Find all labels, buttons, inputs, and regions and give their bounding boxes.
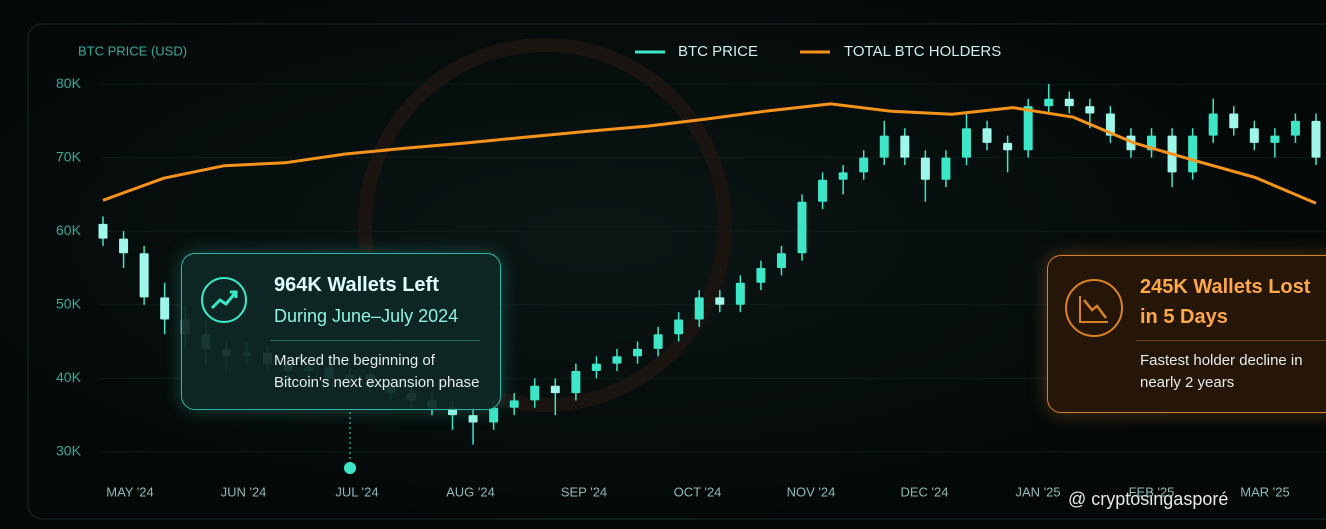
candle-body [1044,98,1054,107]
candle-body [838,172,848,180]
candle-body [1249,128,1259,143]
candle-body [941,157,951,180]
callout-line: Fastest holder decline in [1140,352,1303,369]
bitcoin-watermark [358,38,732,412]
candle-body [591,363,601,371]
candle-body [1311,120,1321,158]
candle-body [98,223,108,239]
candle-body [735,282,745,305]
candle-body [571,371,581,394]
candle-body [1229,113,1239,129]
candle-body [1188,135,1198,173]
callout-title: 964K Wallets Left [274,274,439,296]
candle-body [797,201,807,254]
holders-line [102,102,1317,205]
y-tick-label: 50K [56,295,82,311]
candle-body [1290,120,1300,136]
decline-icon [1065,279,1123,337]
candle-body [776,253,786,268]
callout-subtitle: During June–July 2024 [274,306,459,326]
candle-body [694,297,704,320]
candle-body [818,179,828,202]
candle-body [468,415,478,423]
y-axis-title: BTC PRICE (USD) [78,43,187,58]
candle-body [160,297,170,320]
candle-body [756,268,766,283]
candle-body [509,400,519,408]
callout-line: Marked the beginning of [274,352,435,369]
candle-body [1023,106,1033,151]
candle-body [1105,113,1115,136]
candle-body [139,253,149,298]
candle-body [920,157,930,180]
candle-body [674,319,684,335]
candle-body [1208,113,1218,136]
candle-body [653,334,663,349]
candle-body [1003,142,1013,151]
x-tick-label: SEP '24 [561,484,607,499]
callout-line: Bitcoin's next expansion phase [274,374,480,391]
candle-body [550,385,560,394]
callout: 964K Wallets Left During June–July 2024 … [181,253,501,410]
x-tick-label: DEC '24 [900,484,948,499]
candle-body [879,135,889,158]
callout-line: nearly 2 years [1140,374,1235,391]
candle-body [119,238,129,254]
callout: 245K Wallets Lost in 5 Days Fastest hold… [1047,255,1326,413]
x-tick-label: JUN '24 [221,484,267,499]
legend-label: TOTAL BTC HOLDERS [844,43,1001,60]
x-tick-label: FEB '25 [1129,484,1175,499]
callout-dot [344,462,356,474]
trend-icon [201,277,247,323]
y-tick-label: 60K [56,222,82,238]
candle-body [859,157,869,173]
candle-body [982,128,992,143]
candle-body [530,385,540,401]
callout-title-line: in 5 Days [1140,306,1228,328]
callout-title: 245K Wallets Lost in 5 Days [1140,272,1310,332]
x-tick-label: JAN '25 [1015,484,1060,499]
y-tick-label: 40K [56,369,82,385]
callout-text: Marked the beginning of Bitcoin's next e… [274,350,480,394]
x-tick-label: MAY '24 [106,484,154,499]
candle-body [900,135,910,158]
y-tick-label: 70K [56,148,82,164]
candle-body [1270,135,1280,143]
x-tick-label: MAR '25 [1240,484,1289,499]
candle-body [1064,98,1074,107]
y-tick-label: 30K [56,443,82,459]
legend-label: BTC PRICE [678,43,758,60]
candle-body [1085,106,1095,114]
panel [27,23,1326,520]
x-tick-label: JUL '24 [335,484,378,499]
candle-body [633,348,643,357]
candle-body [489,407,499,423]
x-tick-label: NOV '24 [787,484,836,499]
candle-body [612,356,622,364]
candle-body [715,297,725,305]
watermark: @ cryptosingasporé [1068,489,1228,509]
x-tick-label: OCT '24 [674,484,722,499]
callout-title-line: 245K Wallets Lost [1140,276,1311,298]
candle-body [961,128,971,158]
y-tick-label: 80K [56,75,82,91]
callout-text: Fastest holder decline in nearly 2 years [1140,350,1303,394]
x-tick-label: AUG '24 [446,484,495,499]
